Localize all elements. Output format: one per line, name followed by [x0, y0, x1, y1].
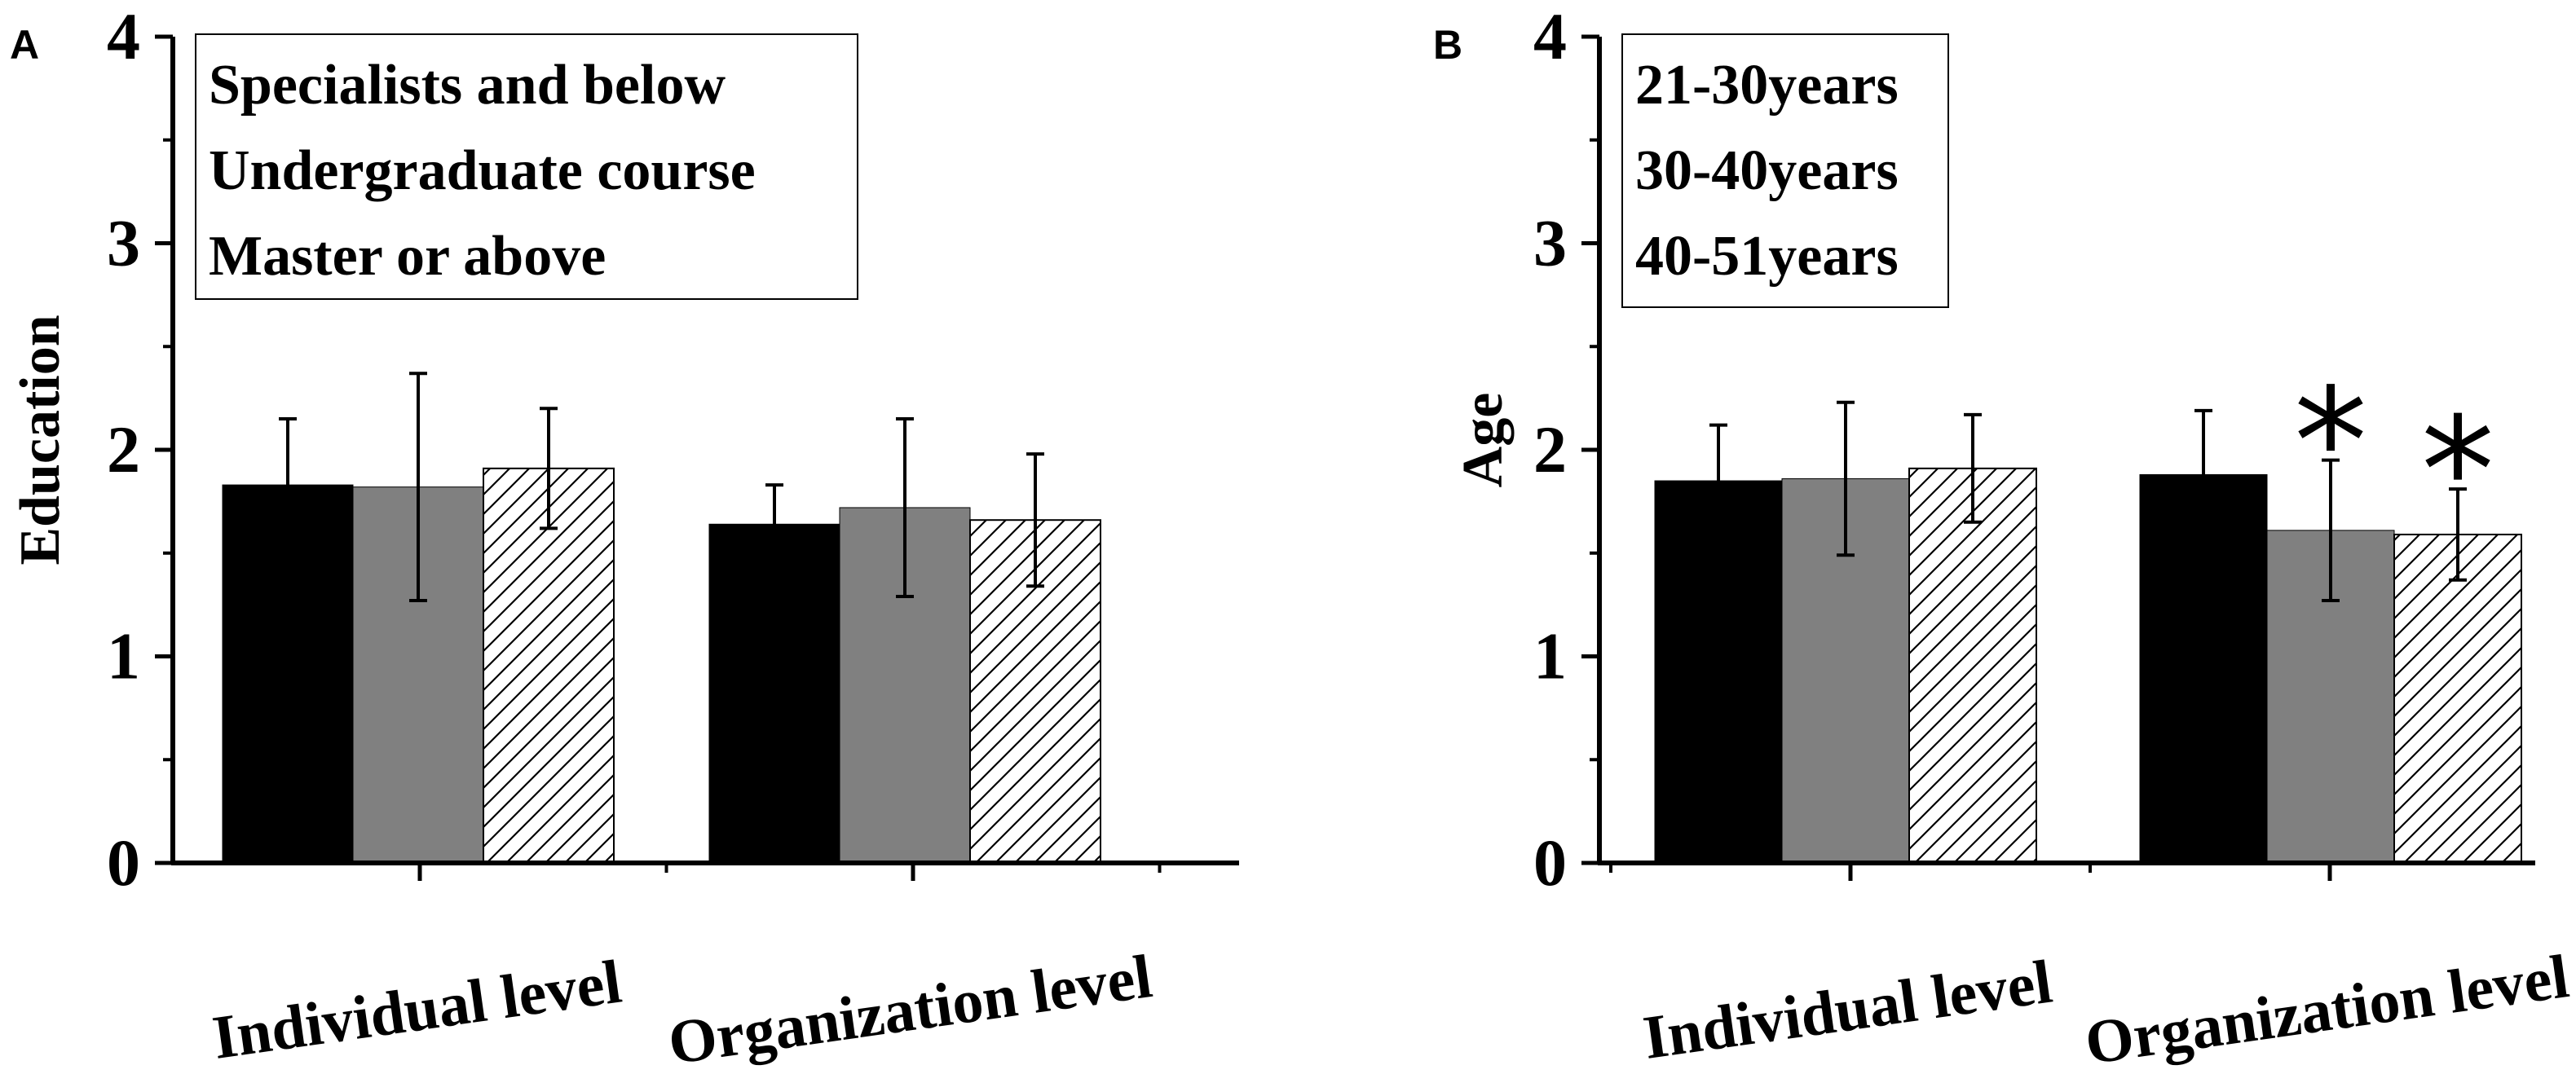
panel-a-ytick-label-3: 3: [107, 206, 140, 280]
panel-a-legend-entry-0: Specialists and below: [209, 54, 726, 117]
panel-b-legend-box: [1621, 33, 1949, 308]
panel-b-ytick-label-2: 2: [1533, 412, 1567, 486]
panel-b-ytick-label-3: 3: [1533, 206, 1567, 280]
panel-a-ytick-label-0: 0: [107, 825, 140, 900]
panel-a-category-label-1: Organization level: [664, 942, 1156, 1070]
panel-a-ytick-label-2: 2: [107, 412, 140, 486]
panel-b-letter: B: [1433, 22, 1462, 68]
panel-b-ytick-label-4: 4: [1533, 0, 1567, 73]
panel-b-bar-cat1-s2: [2393, 533, 2522, 864]
panel-a-category-label-0: Individual level: [209, 948, 625, 1070]
panel-a-legend-box: [195, 33, 858, 300]
panel-b-ytick-label-0: 0: [1533, 825, 1567, 900]
panel-b-y-axis-title: Age: [1452, 393, 1515, 488]
panel-b-legend-entry-1: 30-40years: [1635, 139, 1899, 202]
panel-a-bar-cat1-s0: [708, 523, 840, 864]
panel-a-legend-entry-1: Undergraduate course: [209, 139, 756, 202]
panel-a-letter: A: [10, 22, 39, 68]
panel-a-ytick-label-1: 1: [107, 619, 140, 693]
panel-b-category-label-0: Individual level: [1639, 948, 2056, 1070]
panel-b-ytick-label-1: 1: [1533, 619, 1567, 693]
panel-b-category-label-1: Organization level: [2081, 942, 2573, 1070]
panel-b-bar-cat0-s0: [1654, 480, 1783, 864]
panel-a-ytick-label-4: 4: [107, 0, 140, 73]
panel-b-significance-star-0: *: [2294, 358, 2367, 528]
panel-b-legend-entry-2: 40-51years: [1635, 225, 1899, 288]
panel-b-bar-cat0-s2: [1908, 467, 2037, 864]
panel-a-legend-entry-2: Master or above: [209, 225, 606, 288]
panel-a-y-axis-title: Education: [9, 315, 72, 565]
panel-b-significance-star-1: *: [2421, 386, 2494, 557]
panel-a-bar-cat0-s2: [483, 467, 615, 864]
panel-b-legend-entry-0: 21-30years: [1635, 54, 1899, 117]
